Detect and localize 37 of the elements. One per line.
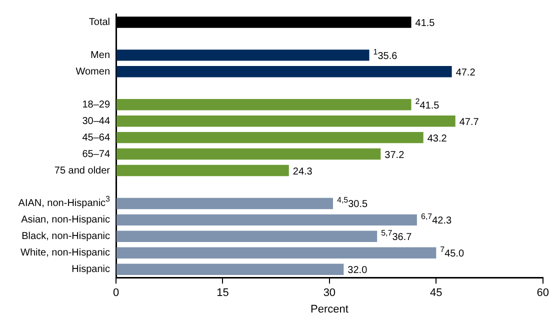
bar <box>116 148 381 160</box>
y-tick-label: Hispanic <box>72 264 110 276</box>
data-label: 41.5 <box>415 18 436 29</box>
y-tick-label: 18–29 <box>82 99 110 110</box>
bar <box>116 132 424 144</box>
x-tick-label: 60 <box>536 287 550 300</box>
bar <box>116 247 436 258</box>
bar <box>116 164 289 176</box>
y-tick-label: Women <box>76 66 110 78</box>
x-tick-label: 15 <box>216 287 229 300</box>
bar <box>116 198 333 210</box>
y-tick-label: Black, non-Hispanic <box>22 231 110 242</box>
x-tick-label: 30 <box>323 287 336 300</box>
bar <box>116 99 412 110</box>
data-label: 43.2 <box>427 133 448 144</box>
bar <box>116 115 456 127</box>
y-tick-label: Men <box>90 50 110 61</box>
y-tick-label: 75 and older <box>54 165 111 176</box>
data-label: 37.2 <box>384 150 405 161</box>
bar <box>116 230 378 242</box>
y-tick-label: 30–44 <box>82 116 110 127</box>
y-tick-label: 65–74 <box>82 148 110 160</box>
bar <box>116 264 344 275</box>
data-label: 47.7 <box>459 116 480 128</box>
y-tick-label: Asian, non-Hispanic <box>21 214 110 226</box>
x-tick-label: 45 <box>430 287 442 300</box>
x-axis-title: Percent <box>310 303 348 316</box>
x-tick-label: 0 <box>112 287 120 300</box>
bar <box>116 50 370 61</box>
y-tick-label: White, non-Hispanic <box>20 248 110 259</box>
data-label: 24.3 <box>292 166 313 178</box>
y-tick-label: 45–64 <box>82 132 110 144</box>
bar <box>116 66 452 78</box>
data-label: 47.2 <box>456 67 476 78</box>
y-tick-label: Total <box>88 16 110 28</box>
data-label: 32.0 <box>348 265 368 276</box>
bar <box>116 214 417 226</box>
